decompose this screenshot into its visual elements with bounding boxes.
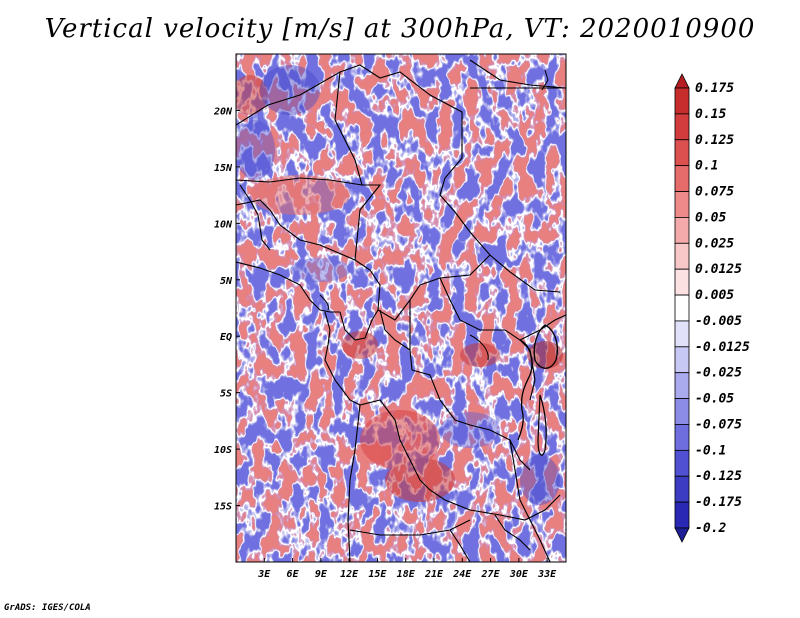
colorbar-label: 0.005: [695, 288, 734, 303]
lon-tick-label: 18E: [397, 569, 416, 580]
longitude-axis: 3E 6E 9E 12E 15E 18E 21E 24E 27E 30E 33E: [257, 558, 557, 580]
colorbar-swatch: [674, 165, 690, 192]
lat-tick-label: 10N: [214, 219, 233, 230]
lon-tick-label: 24E: [452, 569, 472, 580]
colorbar-swatch-top-arrow: [674, 73, 690, 89]
colorbar-label: 0.05: [695, 210, 726, 225]
lon-tick-label: 33E: [537, 569, 557, 580]
colorbar-label: -0.0125: [695, 340, 750, 355]
lon-tick-label: 15E: [368, 569, 387, 580]
latitude-axis: 20N 15N 10N 5N EQ 5S 10S 15S: [213, 106, 240, 513]
plot-title: Vertical velocity [m/s] at 300hPa, VT: 2…: [44, 14, 756, 44]
colorbar-swatch: [674, 501, 690, 529]
colorbar-swatch: [674, 139, 690, 167]
colorbar-swatch-bottom-arrow: [674, 527, 690, 543]
lon-tick-label: 6E: [287, 569, 300, 580]
colorbar-swatch: [674, 217, 690, 244]
lon-tick-label: 12E: [340, 569, 359, 580]
colorbar-swatch: [674, 449, 690, 477]
colorbar: 0.175 0.15 0.125 0.1 0.075 0.05 0.025 0.0125 0.0…: [674, 73, 750, 543]
colorbar-label: -0.1: [695, 443, 726, 458]
colorbar-swatch: [674, 424, 690, 451]
lat-tick-label: 5S: [220, 389, 232, 400]
colorbar-swatch: [674, 372, 690, 399]
map-frame: [235, 53, 567, 563]
lat-tick-label: 15S: [214, 502, 232, 513]
colorbar-label: -0.05: [695, 392, 734, 407]
colorbar-label: -0.125: [695, 469, 742, 484]
colorbar-label: 0.0125: [695, 262, 742, 277]
colorbar-swatch: [674, 268, 690, 296]
colorbar-swatch: [674, 398, 690, 425]
colorbar-label: -0.005: [695, 314, 742, 329]
colorbar-swatch: [674, 475, 690, 503]
colorbar-swatch: [674, 87, 690, 115]
colorbar-label: 0.125: [695, 133, 734, 148]
colorbar-label: -0.025: [695, 366, 742, 381]
colorbar-label: 0.075: [695, 185, 734, 200]
colorbar-swatch: [674, 191, 690, 218]
grads-credit: GrADS: IGES/COLA: [4, 603, 91, 613]
colorbar-swatch: [674, 113, 690, 141]
lat-tick-label: 15N: [214, 163, 233, 174]
lat-tick-label: EQ: [220, 332, 232, 343]
lon-tick-label: 30E: [509, 569, 529, 580]
lon-tick-label: 3E: [257, 569, 271, 580]
country-borders: [236, 59, 566, 562]
colorbar-label: 0.1: [695, 159, 718, 174]
colorbar-swatch: [674, 294, 690, 322]
colorbar-label: -0.075: [695, 417, 742, 432]
lon-tick-label: 21E: [424, 569, 444, 580]
lat-tick-label: 10S: [214, 445, 232, 456]
colorbar-label: 0.15: [695, 107, 726, 122]
colorbar-label: -0.2: [695, 521, 726, 536]
lat-tick-label: 20N: [213, 106, 233, 117]
colorbar-swatch: [674, 346, 690, 374]
colorbar-label: 0.175: [695, 81, 734, 96]
vertical-velocity-field: [236, 54, 566, 562]
lon-tick-label: 9E: [315, 569, 328, 580]
lat-tick-label: 5N: [220, 276, 233, 287]
colorbar-label: 0.025: [695, 236, 734, 251]
colorbar-swatch: [674, 242, 690, 270]
colorbar-swatch: [674, 320, 690, 348]
lon-tick-label: 27E: [481, 569, 501, 580]
colorbar-label: -0.175: [695, 495, 742, 510]
